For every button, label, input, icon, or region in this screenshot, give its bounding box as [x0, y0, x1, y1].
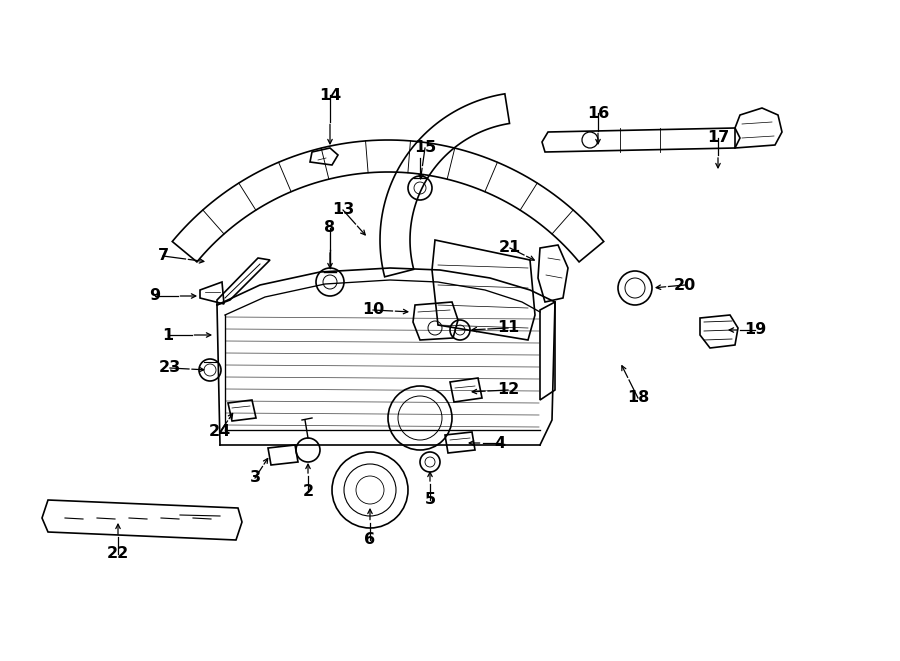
Text: 24: 24 [209, 424, 231, 440]
Text: 16: 16 [587, 106, 609, 120]
Text: 13: 13 [332, 202, 354, 217]
Text: 15: 15 [414, 141, 436, 155]
Text: 1: 1 [162, 327, 174, 342]
Text: 20: 20 [674, 278, 696, 293]
Text: 3: 3 [249, 471, 261, 485]
Text: 22: 22 [107, 547, 129, 561]
Text: 14: 14 [319, 87, 341, 102]
Text: 23: 23 [159, 360, 181, 375]
Text: 19: 19 [744, 323, 766, 338]
Text: 21: 21 [499, 241, 521, 256]
Text: 6: 6 [364, 533, 375, 547]
Text: 10: 10 [362, 303, 384, 317]
Text: 2: 2 [302, 485, 313, 500]
Text: 9: 9 [149, 288, 160, 303]
Text: 12: 12 [497, 383, 519, 397]
Text: 8: 8 [324, 221, 336, 235]
Text: 18: 18 [627, 391, 649, 405]
Text: 7: 7 [158, 249, 168, 264]
Text: 17: 17 [706, 130, 729, 145]
Text: 4: 4 [494, 436, 506, 451]
Text: 5: 5 [425, 492, 436, 508]
Text: 11: 11 [497, 321, 519, 336]
